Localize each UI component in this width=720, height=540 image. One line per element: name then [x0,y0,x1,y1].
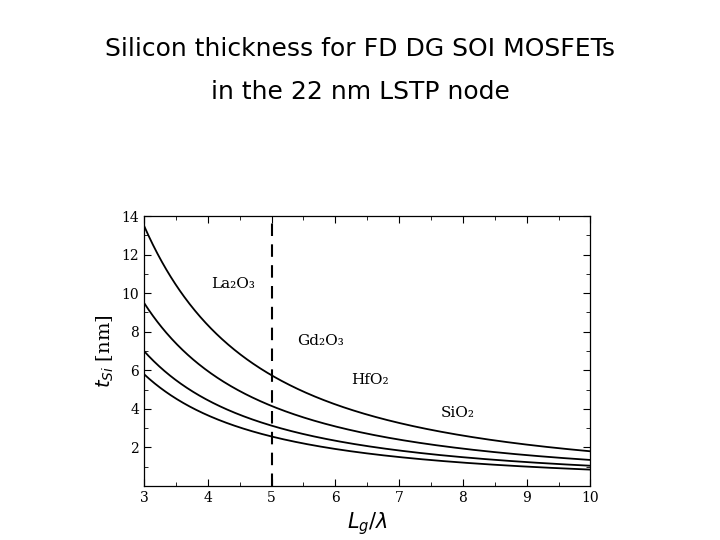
Text: SiO₂: SiO₂ [441,406,474,420]
Text: Gd₂O₃: Gd₂O₃ [297,334,344,348]
Text: HfO₂: HfO₂ [351,373,389,387]
Text: La₂O₃: La₂O₃ [211,276,255,291]
Y-axis label: $t_{Si}$ [nm]: $t_{Si}$ [nm] [94,314,116,388]
Text: in the 22 nm LSTP node: in the 22 nm LSTP node [210,80,510,104]
Text: Silicon thickness for FD DG SOI MOSFETs: Silicon thickness for FD DG SOI MOSFETs [105,37,615,60]
X-axis label: $L_g/\lambda$: $L_g/\lambda$ [347,510,387,537]
